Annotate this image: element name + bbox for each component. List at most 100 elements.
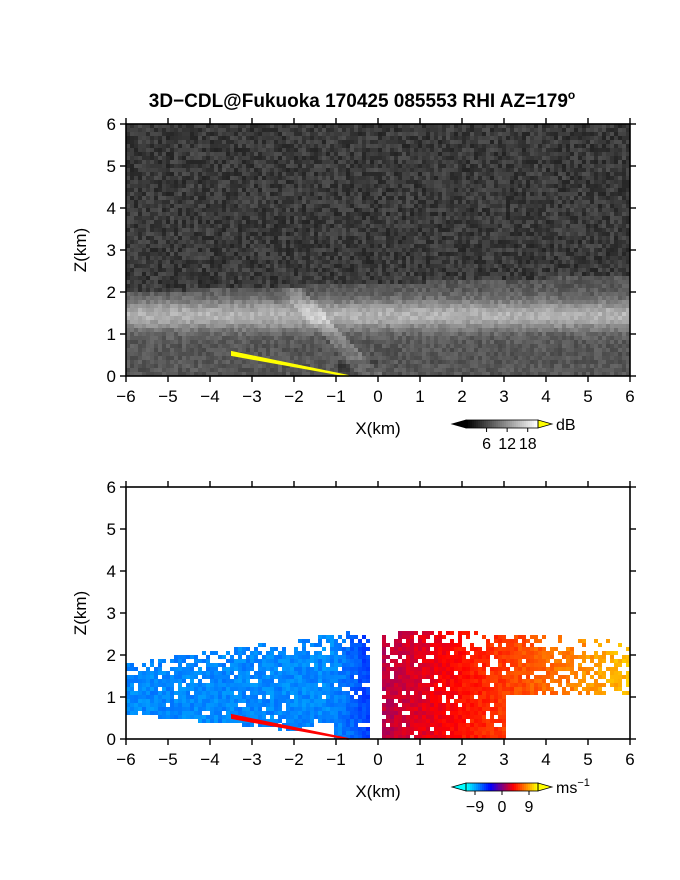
intensity-cell [446,188,450,192]
intensity-cell [534,216,538,220]
intensity-cell [618,220,622,224]
intensity-cell [566,200,570,204]
intensity-cell [238,156,242,160]
intensity-cell [478,172,482,176]
intensity-cell [442,212,446,216]
intensity-cell [454,180,458,184]
intensity-cell [442,128,446,132]
intensity-cell [458,188,462,192]
intensity-cell [446,200,450,204]
intensity-cell [150,156,154,160]
intensity-cell [146,180,150,184]
intensity-cell [126,280,130,284]
intensity-cell [154,232,158,236]
intensity-cell [238,200,242,204]
intensity-cell [294,180,298,184]
intensity-cell [470,276,474,280]
intensity-cell [534,192,538,196]
intensity-cell [374,264,378,268]
intensity-cell [130,172,134,176]
intensity-cell [598,152,602,156]
intensity-cell [262,164,266,168]
intensity-cell [386,172,390,176]
intensity-cell [394,192,398,196]
intensity-cell [146,252,150,256]
intensity-cell [146,144,150,148]
intensity-cell [146,216,150,220]
intensity-cell [526,228,530,232]
intensity-cell [562,128,566,132]
intensity-cell [582,228,586,232]
intensity-cell [566,236,570,240]
intensity-cell [250,148,254,152]
intensity-cell [402,268,406,272]
intensity-cell [370,180,374,184]
intensity-cell [530,180,534,184]
intensity-cell [554,264,558,268]
intensity-cell [366,240,370,244]
intensity-cell [322,184,326,188]
intensity-cell [334,268,338,272]
intensity-cell [582,252,586,256]
intensity-cell [286,216,290,220]
intensity-cell [338,156,342,160]
intensity-cell [338,244,342,248]
intensity-cell [142,264,146,268]
intensity-cell [550,140,554,144]
intensity-cell [554,244,558,248]
intensity-cell [222,140,226,144]
intensity-cell [626,144,630,148]
intensity-cell [450,176,454,180]
intensity-cell [422,184,426,188]
intensity-cell [374,180,378,184]
intensity-cell [474,172,478,176]
intensity-cell [158,272,162,276]
intensity-cell [250,236,254,240]
intensity-cell [162,180,166,184]
intensity-cell [170,248,174,252]
intensity-cell [138,160,142,164]
intensity-cell [130,280,134,284]
intensity-cell [334,232,338,236]
intensity-cell [378,240,382,244]
intensity-cell [538,132,542,136]
intensity-cell [474,228,478,232]
intensity-cell [138,276,142,280]
intensity-cell [430,156,434,160]
intensity-cell [198,272,202,276]
intensity-cell [182,180,186,184]
intensity-cell [402,244,406,248]
intensity-cell [202,276,206,280]
intensity-cell [502,128,506,132]
intensity-cell [258,244,262,248]
intensity-cell [562,188,566,192]
intensity-cell [334,212,338,216]
intensity-cell [194,220,198,224]
intensity-cell [194,276,198,280]
intensity-cell [130,128,134,132]
intensity-cell [194,204,198,208]
intensity-cell [346,160,350,164]
intensity-cell [354,244,358,248]
intensity-cell [162,152,166,156]
intensity-cell [506,224,510,228]
intensity-cell [598,268,602,272]
intensity-cell [358,128,362,132]
intensity-cell [550,124,554,128]
intensity-cell [438,124,442,128]
intensity-cell [462,224,466,228]
intensity-cell [558,188,562,192]
intensity-cell [342,200,346,204]
intensity-cell [282,156,286,160]
intensity-cell [398,248,402,252]
intensity-cell [342,136,346,140]
intensity-cell [550,180,554,184]
intensity-cell [378,192,382,196]
intensity-cell [486,200,490,204]
intensity-cell [462,264,466,268]
intensity-cell [506,128,510,132]
intensity-cell [362,260,366,264]
intensity-cell [582,204,586,208]
intensity-cell [622,168,626,172]
intensity-cell [614,172,618,176]
